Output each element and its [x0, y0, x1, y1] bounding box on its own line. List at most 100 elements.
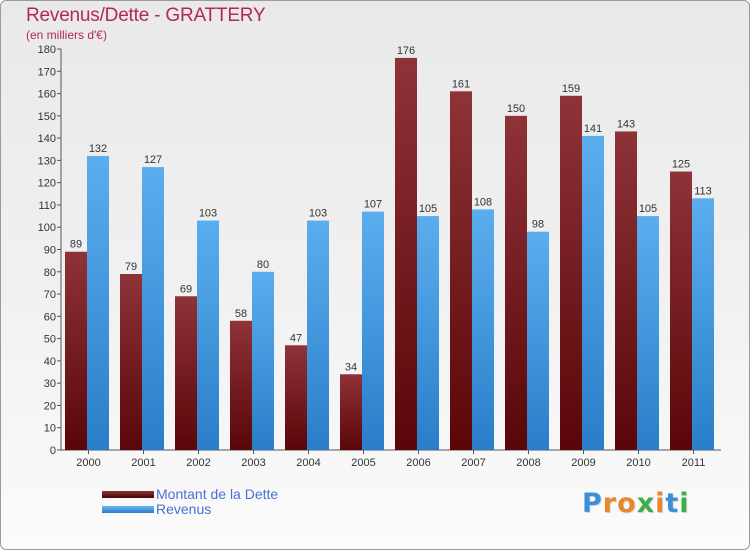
bar-revenus-2005 — [362, 211, 384, 450]
bars-layer — [65, 57, 714, 451]
bar-dette-2005 — [340, 374, 362, 450]
data-label-revenus: 108 — [474, 196, 492, 208]
y-tick-label: 110 — [38, 200, 56, 212]
bar-revenus-2010 — [637, 216, 659, 450]
logo-letter: i — [679, 488, 690, 519]
data-label-revenus: 103 — [199, 208, 217, 220]
logo-letter: o — [617, 488, 637, 519]
data-label-dette: 176 — [397, 45, 415, 57]
x-tick-label: 2001 — [131, 457, 155, 469]
proxiti-logo: Proxiti — [582, 488, 690, 519]
y-tick-label: 10 — [44, 423, 56, 435]
data-label-dette: 159 — [562, 83, 580, 95]
data-label-revenus: 113 — [694, 185, 712, 197]
data-label-revenus: 132 — [89, 143, 107, 155]
bar-revenus-2004 — [307, 220, 329, 450]
data-label-revenus: 127 — [144, 154, 162, 166]
axis-layer: 0 10 20 30 40 50 60 70 80 90 100 110 120 130 140 150 160… — [38, 44, 721, 469]
x-tick-label: 2006 — [406, 457, 430, 469]
legend-swatch-dette — [102, 491, 154, 498]
data-label-revenus: 98 — [532, 219, 544, 231]
data-label-revenus: 105 — [639, 203, 657, 215]
x-tick-label: 2002 — [186, 457, 210, 469]
chart-subtitle: (en milliers d'€) — [26, 28, 107, 42]
y-tick-label: 50 — [44, 334, 56, 346]
x-tick-label: 2010 — [626, 457, 650, 469]
y-tick-label: 120 — [38, 178, 56, 190]
y-tick-label: 90 — [44, 245, 56, 257]
bar-dette-2010 — [615, 131, 637, 450]
data-label-dette: 143 — [617, 118, 635, 130]
data-label-dette: 161 — [452, 78, 470, 90]
legend-item-revenus: Revenus — [102, 502, 278, 517]
x-tick-label: 2000 — [76, 457, 100, 469]
legend-item-dette: Montant de la Dette — [102, 487, 278, 502]
bar-revenus-2003 — [252, 271, 274, 450]
bar-dette-2007 — [450, 91, 472, 451]
y-tick-label: 0 — [50, 445, 56, 457]
y-tick-label: 40 — [44, 356, 56, 368]
data-label-dette: 58 — [235, 308, 247, 320]
y-tick-label: 20 — [44, 400, 56, 412]
y-tick-label: 70 — [44, 289, 56, 301]
logo-letter: r — [602, 488, 618, 519]
bar-revenus-2011 — [692, 198, 714, 450]
bar-dette-2011 — [670, 171, 692, 450]
x-tick-label: 2008 — [516, 457, 540, 469]
bar-dette-2006 — [395, 57, 417, 451]
x-tick-label: 2011 — [682, 457, 706, 469]
bar-dette-2003 — [230, 320, 252, 450]
legend-swatch-revenus — [102, 506, 154, 513]
y-tick-label: 160 — [38, 89, 56, 101]
data-label-revenus: 107 — [364, 199, 382, 211]
bar-dette-2001 — [120, 274, 142, 450]
data-label-dette: 69 — [180, 283, 192, 295]
y-tick-label: 140 — [38, 133, 56, 145]
data-label-revenus: 80 — [257, 259, 269, 271]
y-tick-label: 30 — [44, 378, 56, 390]
data-label-revenus: 141 — [584, 123, 602, 135]
bar-revenus-2000 — [87, 155, 109, 450]
x-tick-label: 2007 — [461, 457, 485, 469]
bar-dette-2002 — [175, 296, 197, 450]
y-tick-label: 80 — [44, 267, 56, 279]
legend-label-dette: Montant de la Dette — [156, 486, 279, 502]
bar-revenus-2002 — [197, 220, 219, 450]
x-tick-label: 2009 — [571, 457, 595, 469]
x-tick-label: 2005 — [351, 457, 375, 469]
y-tick-label: 100 — [38, 222, 56, 234]
y-tick-label: 150 — [38, 111, 56, 123]
data-label-dette: 89 — [70, 239, 82, 251]
y-tick-label: 130 — [38, 155, 56, 167]
x-tick-label: 2003 — [241, 457, 265, 469]
data-label-dette: 150 — [507, 103, 525, 115]
data-labels-layer: 89 132 79 127 69 103 58 80 47 103 34 107 176 105 161 10… — [70, 45, 712, 373]
data-label-revenus: 105 — [419, 203, 437, 215]
logo-letter: x — [636, 488, 656, 519]
bar-revenus-2006 — [417, 216, 439, 450]
bar-revenus-2001 — [142, 167, 164, 451]
bar-revenus-2008 — [527, 231, 549, 450]
y-tick-label: 180 — [38, 44, 56, 56]
y-tick-label: 170 — [38, 66, 56, 78]
bar-dette-2009 — [560, 95, 582, 451]
data-label-revenus: 103 — [309, 208, 327, 220]
y-tick-label: 60 — [44, 311, 56, 323]
bar-dette-2004 — [285, 345, 307, 450]
data-label-dette: 79 — [125, 261, 137, 273]
x-tick-label: 2004 — [296, 457, 320, 469]
bar-revenus-2007 — [472, 209, 494, 450]
bar-revenus-2009 — [582, 135, 604, 450]
data-label-dette: 47 — [290, 332, 302, 344]
data-label-dette: 125 — [672, 159, 690, 171]
legend-label-revenus: Revenus — [156, 501, 212, 517]
chart-title: Revenus/Dette - GRATTERY — [26, 5, 266, 26]
logo-letter: i — [655, 488, 666, 519]
legend: Montant de la Dette Revenus — [102, 487, 278, 517]
logo-letter: P — [582, 488, 603, 519]
logo-letter: t — [665, 488, 680, 519]
bar-dette-2000 — [65, 251, 87, 450]
data-label-dette: 34 — [345, 361, 357, 373]
bar-dette-2008 — [505, 115, 527, 450]
